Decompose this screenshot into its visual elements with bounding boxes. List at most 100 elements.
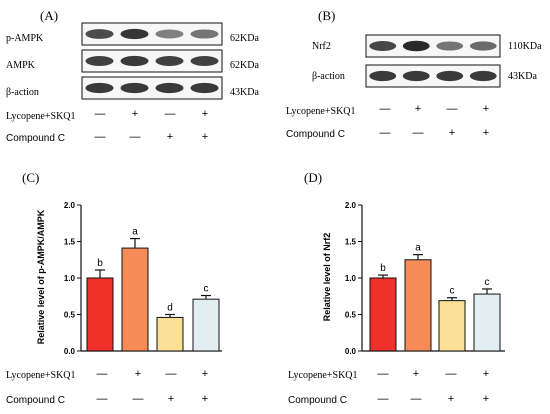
blot-band-1-lane-1 — [85, 29, 114, 39]
chart-d: 0.0 0.5 1.0 1.5 2.0 b a c c — [345, 201, 505, 356]
condition-label-compound-c-b: Compound C — [286, 129, 345, 140]
size-label-ampk: 62KDa — [230, 60, 259, 71]
blot-label-beta-action-b: β-action — [312, 71, 345, 82]
bar — [121, 247, 149, 352]
panel-a-label: (A) — [40, 8, 58, 23]
condition-mark: — — [378, 393, 389, 405]
significance-letter: a — [415, 243, 421, 254]
blot-band-3-lane-2 — [120, 82, 149, 94]
size-label-beta-action-a: 43KDa — [230, 87, 259, 98]
condition-mark: — — [97, 393, 108, 405]
condition-mark: + — [132, 108, 138, 120]
condition-mark: + — [448, 393, 454, 405]
condition-mark: — — [130, 131, 141, 143]
y-tick-label: 1.5 — [345, 238, 357, 247]
y-tick-label: 0.5 — [345, 311, 357, 320]
chart-c-condition-marks: — + — + — — + + — [97, 368, 209, 405]
condition-mark: + — [483, 368, 489, 380]
condition-mark: — — [447, 103, 458, 115]
condition-label-lycopene-d: Lycopene+SKQ1 — [288, 370, 358, 381]
condition-label-lycopene-c: Lycopene+SKQ1 — [6, 370, 76, 381]
significance-letter: c — [450, 286, 455, 297]
condition-mark: + — [449, 127, 455, 139]
y-tick-label: 0.5 — [64, 311, 76, 320]
blot-label-ampk: AMPK — [6, 60, 36, 71]
blot-label-p-ampk: p-AMPK — [6, 33, 44, 44]
condition-mark: + — [413, 368, 419, 380]
chart-c-ylabel: Relative level of p-AMPK/AMPK — [36, 209, 46, 344]
y-tick-label: 2.0 — [345, 201, 357, 210]
blot-band-2-lane-1 — [369, 70, 397, 82]
condition-label-compound-c-a: Compound C — [6, 133, 65, 144]
panel-b-condition-marks: — + — + — — + + — [380, 103, 490, 139]
y-tick-label: 2.0 — [64, 201, 76, 210]
blot-band-3-lane-3 — [155, 82, 184, 94]
condition-mark: + — [483, 393, 489, 405]
significance-letter: b — [97, 258, 103, 269]
blot-band-1-lane-4 — [190, 29, 219, 39]
panel-a: (A) p-AMPK AMPK β-action 62KDa 62KDa 43K… — [6, 8, 259, 144]
chart-d-ylabel: Relative level of Nrf2 — [322, 233, 332, 322]
blot-label-beta-action-a: β-action — [6, 87, 39, 98]
condition-mark: + — [202, 368, 208, 380]
panel-b-conditions: Lycopene+SKQ1 Compound C — + — + — — + + — [286, 103, 489, 140]
condition-mark: + — [202, 131, 208, 143]
y-tick-label: 0.0 — [64, 347, 76, 356]
blot-band-1-lane-4 — [469, 41, 497, 51]
panel-b-blot-labels: Nrf2 β-action — [312, 41, 345, 82]
chart-c: 0.0 0.5 1.0 1.5 2.0 b a d c — [64, 201, 222, 356]
condition-mark: — — [166, 368, 177, 380]
blot-label-nrf2: Nrf2 — [312, 41, 331, 52]
y-tick-label: 0.0 — [345, 347, 357, 356]
condition-mark: + — [167, 131, 173, 143]
blot-strip-1 — [81, 22, 223, 46]
blot-band-3-lane-4 — [190, 82, 219, 94]
blot-band-2-lane-2 — [120, 55, 149, 67]
condition-mark: + — [202, 108, 208, 120]
panel-a-condition-marks: — + — + — — + + — [95, 108, 209, 143]
condition-mark: + — [483, 127, 489, 139]
condition-mark: — — [380, 127, 391, 139]
significance-letter: d — [167, 303, 173, 314]
panel-a-conditions: Lycopene+SKQ1 Compound C — + — + — — + + — [6, 108, 208, 144]
panel-c-label: (C) — [22, 170, 39, 185]
blot-band-1-lane-2 — [120, 28, 149, 40]
condition-label-lycopene-b: Lycopene+SKQ1 — [286, 106, 356, 117]
blot-strip-3 — [81, 76, 223, 100]
blot-strip-2 — [365, 64, 501, 88]
panel-a-blot-labels: p-AMPK AMPK β-action — [6, 33, 44, 98]
condition-mark: + — [168, 393, 174, 405]
bar — [473, 293, 501, 352]
condition-mark: — — [95, 131, 106, 143]
panel-a-size-labels: 62KDa 62KDa 43KDa — [230, 33, 259, 98]
bar — [156, 316, 184, 352]
blot-band-1-lane-3 — [436, 41, 464, 51]
size-label-nrf2: 110KDa — [508, 41, 542, 52]
blot-band-2-lane-4 — [190, 55, 219, 67]
condition-mark: + — [415, 103, 421, 115]
condition-mark: — — [97, 368, 108, 380]
bar — [369, 277, 397, 352]
blot-band-2-lane-3 — [436, 70, 464, 82]
blot-strip-2 — [81, 49, 223, 73]
condition-mark: — — [95, 108, 106, 120]
y-tick-label: 1.0 — [64, 274, 76, 283]
panel-b-label: (B) — [318, 8, 335, 23]
panel-a-blots — [81, 22, 223, 100]
significance-letter: c — [485, 277, 490, 288]
condition-mark: — — [380, 103, 391, 115]
panel-b-blots — [365, 34, 501, 88]
significance-letter: b — [380, 263, 386, 274]
blot-band-1-lane-2 — [402, 40, 430, 52]
condition-label-lycopene-a: Lycopene+SKQ1 — [6, 111, 76, 122]
condition-mark: — — [413, 127, 424, 139]
blot-band-2-lane-2 — [402, 70, 430, 82]
significance-letter: a — [132, 227, 138, 238]
blot-band-2-lane-1 — [85, 55, 114, 67]
chart-c-conditions: Lycopene+SKQ1 Compound C — + — + — — + + — [6, 368, 208, 406]
chart-d-conditions: Lycopene+SKQ1 Compound C — + — + — — + + — [288, 368, 489, 406]
blot-band-2-lane-3 — [155, 55, 184, 67]
significance-letter: c — [204, 284, 209, 295]
y-tick-label: 1.0 — [345, 274, 357, 283]
